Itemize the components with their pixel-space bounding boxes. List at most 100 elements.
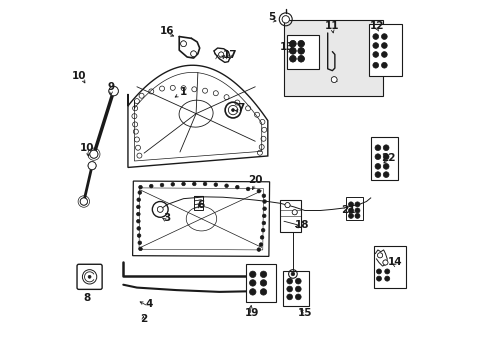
Text: 6: 6 (197, 200, 204, 210)
Circle shape (218, 52, 223, 57)
Circle shape (282, 16, 289, 23)
Circle shape (257, 248, 260, 251)
Circle shape (377, 253, 382, 258)
Bar (283, 271, 308, 306)
Circle shape (138, 241, 142, 244)
Circle shape (354, 213, 359, 219)
Text: 8: 8 (83, 293, 91, 303)
Bar (345, 197, 362, 220)
Text: 21: 21 (341, 206, 355, 216)
Circle shape (137, 198, 140, 202)
Bar (246, 264, 275, 302)
Circle shape (262, 200, 266, 203)
Circle shape (224, 184, 228, 188)
Circle shape (182, 182, 185, 186)
Circle shape (297, 41, 304, 47)
Bar (193, 196, 202, 211)
Circle shape (372, 34, 378, 40)
Circle shape (383, 163, 388, 169)
Circle shape (260, 289, 266, 295)
Circle shape (262, 214, 265, 218)
Circle shape (139, 247, 142, 251)
Circle shape (348, 202, 353, 207)
Circle shape (214, 183, 217, 186)
Circle shape (157, 207, 163, 212)
Text: 3: 3 (163, 213, 170, 222)
Circle shape (381, 34, 386, 40)
Circle shape (88, 275, 91, 278)
Bar (284, 21, 382, 96)
Text: 1: 1 (180, 87, 187, 97)
Circle shape (80, 198, 87, 205)
Text: 2: 2 (140, 314, 147, 324)
Circle shape (257, 189, 260, 193)
Circle shape (286, 286, 292, 292)
Circle shape (382, 260, 387, 265)
Circle shape (297, 48, 304, 54)
Circle shape (262, 207, 266, 211)
Circle shape (384, 276, 389, 281)
Text: 12: 12 (369, 21, 384, 31)
Circle shape (376, 269, 381, 274)
Circle shape (289, 48, 296, 54)
Circle shape (289, 55, 296, 62)
Circle shape (348, 213, 353, 219)
Text: 5: 5 (267, 12, 274, 22)
Text: 20: 20 (247, 175, 262, 185)
Circle shape (109, 86, 118, 96)
Circle shape (295, 278, 301, 284)
Text: 19: 19 (244, 308, 258, 318)
Circle shape (286, 294, 292, 300)
Text: 22: 22 (380, 153, 394, 163)
Circle shape (372, 62, 378, 68)
Text: 13: 13 (280, 42, 294, 52)
Circle shape (381, 62, 386, 68)
Circle shape (171, 183, 174, 186)
Circle shape (139, 185, 142, 189)
Circle shape (235, 185, 239, 189)
Text: 11: 11 (325, 21, 339, 31)
Circle shape (138, 191, 142, 194)
Circle shape (249, 280, 255, 286)
Circle shape (292, 210, 297, 215)
Circle shape (372, 42, 378, 48)
Text: 7: 7 (237, 103, 244, 113)
Circle shape (374, 163, 380, 169)
Text: 17: 17 (223, 50, 237, 60)
Text: 18: 18 (294, 220, 308, 230)
Bar (373, 246, 405, 288)
Circle shape (295, 286, 301, 292)
Circle shape (262, 194, 265, 198)
Circle shape (384, 269, 389, 274)
FancyBboxPatch shape (77, 264, 102, 289)
Circle shape (297, 55, 304, 62)
Circle shape (374, 145, 380, 150)
Circle shape (149, 184, 153, 188)
Circle shape (160, 183, 163, 187)
Circle shape (137, 226, 140, 230)
Circle shape (381, 51, 386, 57)
Circle shape (137, 234, 141, 237)
Circle shape (374, 154, 380, 159)
Circle shape (246, 187, 249, 191)
Text: 16: 16 (160, 26, 174, 36)
Circle shape (90, 150, 98, 158)
Circle shape (376, 276, 381, 281)
Circle shape (260, 271, 266, 278)
Text: 15: 15 (298, 308, 312, 318)
Circle shape (249, 271, 255, 278)
Circle shape (374, 172, 380, 177)
Text: 9: 9 (107, 82, 114, 92)
Bar (368, 24, 401, 76)
Text: 4: 4 (145, 299, 153, 309)
Circle shape (348, 208, 353, 213)
Circle shape (190, 51, 196, 57)
Circle shape (290, 272, 294, 276)
Circle shape (261, 228, 264, 232)
Text: 10: 10 (80, 143, 95, 153)
Circle shape (180, 41, 186, 46)
Circle shape (203, 182, 206, 186)
Circle shape (354, 208, 359, 213)
Circle shape (136, 205, 140, 209)
Circle shape (372, 51, 378, 57)
